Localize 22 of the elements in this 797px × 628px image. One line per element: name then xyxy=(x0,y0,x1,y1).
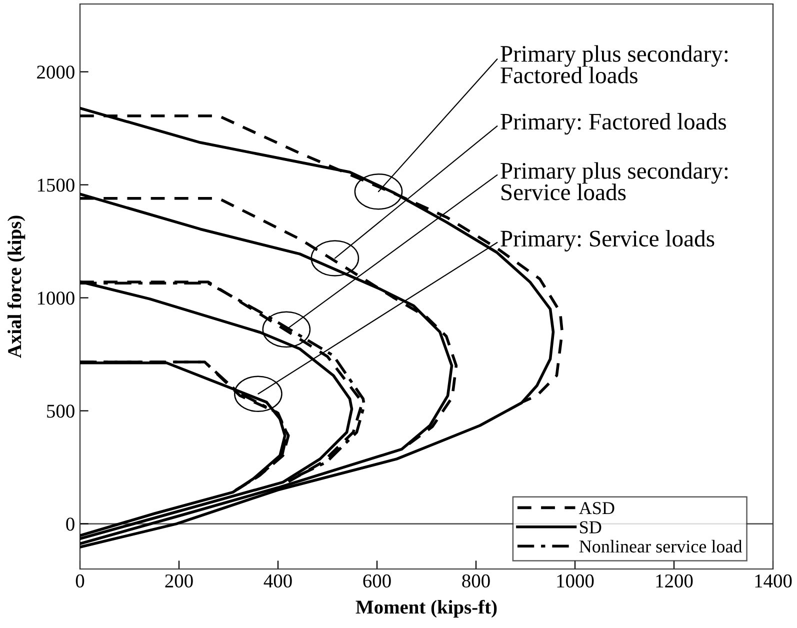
x-axis-title: Moment (kips-ft) xyxy=(356,600,497,618)
y-tick-label: 500 xyxy=(47,404,74,418)
y-tick-label: 1000 xyxy=(38,292,74,305)
x-tick-label: 800 xyxy=(462,574,490,588)
x-tick-label: 0 xyxy=(76,574,84,588)
x-tick-label: 400 xyxy=(264,574,292,588)
x-tick-label: 1400 xyxy=(755,574,792,588)
y-tick-label: 0 xyxy=(66,518,74,531)
legend-label: Nonlinear service load xyxy=(579,540,742,553)
annotation: Primary plus secondary: Factored loads xyxy=(500,45,728,84)
legend-label: ASD xyxy=(579,502,614,514)
y-tick-label: 1500 xyxy=(38,178,74,192)
legend-label: SD xyxy=(580,521,602,534)
annotation: Primary: Factored loads xyxy=(500,113,726,135)
annotation: Primary plus secondary: Service loads xyxy=(500,162,728,200)
annotation: Primary: Service loads xyxy=(500,230,714,252)
x-tick-label: 1000 xyxy=(557,574,594,588)
x-tick-label: 1200 xyxy=(656,574,693,588)
y-axis-title: Axial force (kips) xyxy=(7,216,26,358)
x-tick-label: 200 xyxy=(165,574,193,588)
y-tick-label: 2000 xyxy=(37,66,74,79)
x-tick-label: 600 xyxy=(363,574,391,588)
